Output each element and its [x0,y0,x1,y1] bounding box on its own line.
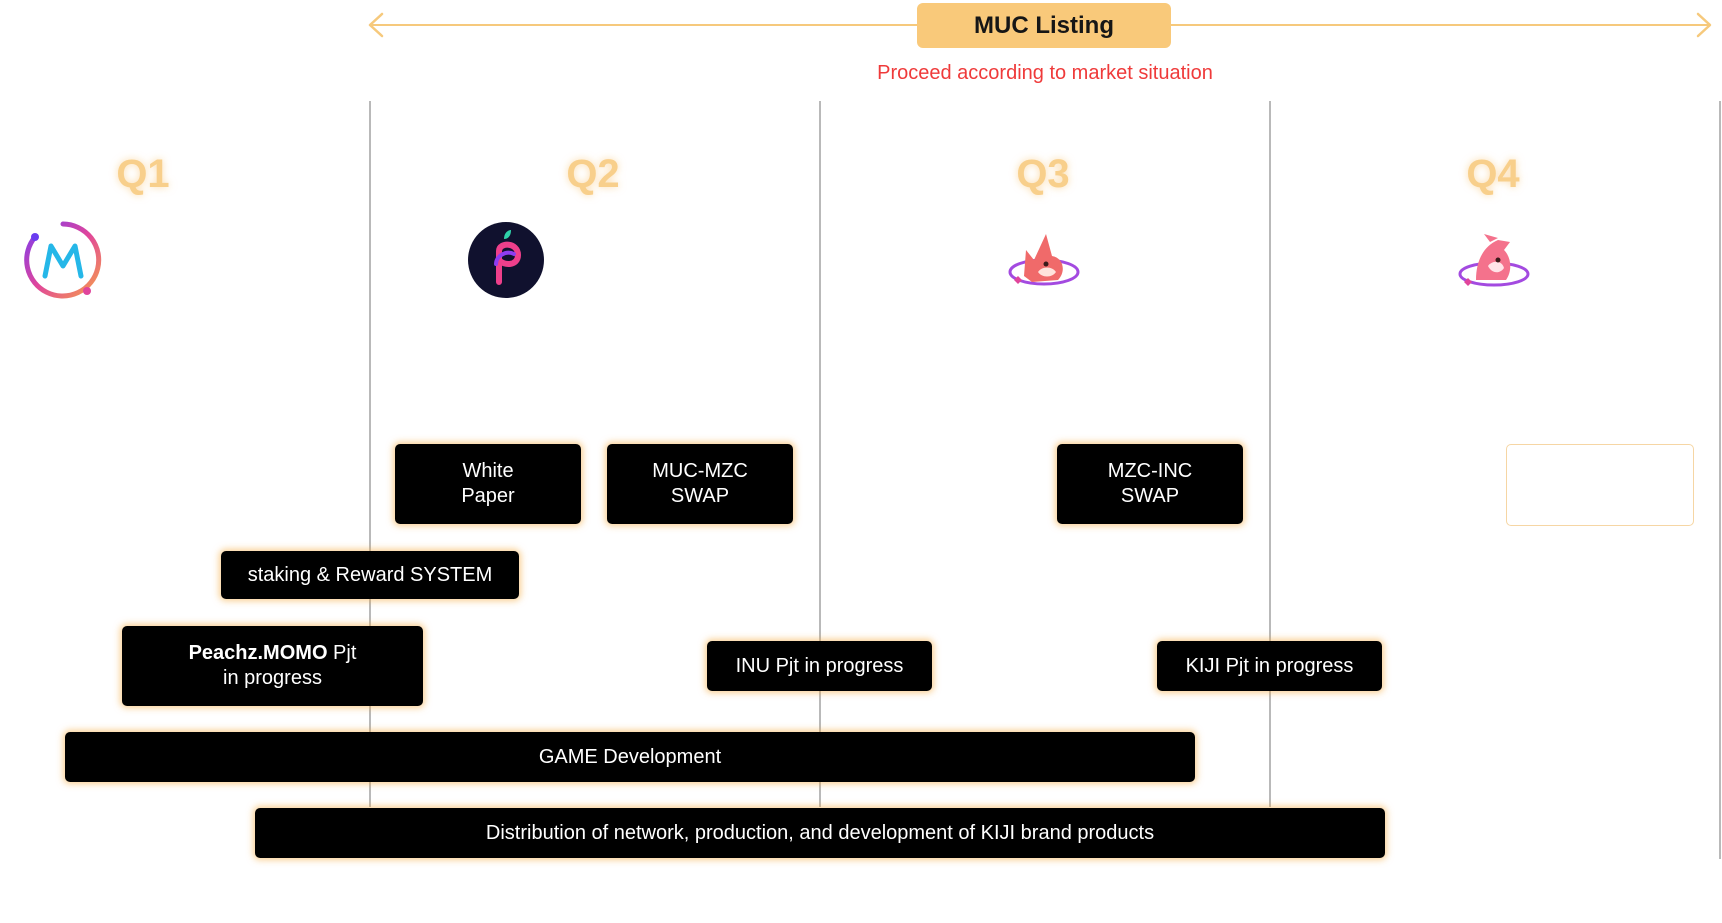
market-notice: Proceed according to market situation [877,62,1213,84]
muc-mzc-swap-line2: SWAP [670,485,730,507]
white-paper-line2: Paper [461,485,515,507]
mzc-inc-swap-milestone: MZC-INC SWAP [1057,444,1243,524]
muc-listing-badge: MUC Listing [917,3,1171,48]
quarter-label-q1: Q1 [116,152,170,196]
quarter-label-q4: Q4 [1466,152,1520,196]
kiji-distribution-bar: Distribution of network, production, and… [255,808,1385,858]
divider-q2-q3 [819,101,821,807]
peachz-momo-bar: Peachz.MOMO Pjt in progress [122,626,423,706]
mzc-inc-swap-line1: MZC-INC [1107,460,1193,482]
peachz-logo [468,222,544,298]
muc-mzc-swap-line1: MUC-MZC [652,460,748,482]
peachz-momo-status: in progress [223,667,322,689]
divider-q1-q2 [369,101,371,807]
q4-empty-milestone [1506,444,1694,526]
muc-coin-logo [24,221,102,299]
kiji-logo [1458,234,1530,287]
white-paper-milestone: White Paper [395,444,581,524]
staking-reward-bar: staking & Reward SYSTEM [221,551,519,599]
divider-q3-q4 [1269,101,1271,807]
white-paper-line1: White [462,460,514,482]
peachz-momo-suffix: Pjt [327,642,357,664]
inu-fox-logo [1008,234,1080,286]
quarter-label-q3: Q3 [1016,152,1070,196]
game-development-bar: GAME Development [65,732,1195,782]
peachz-momo-name: Peachz.MOMO [188,642,328,664]
mzc-inc-swap-line2: SWAP [1120,485,1180,507]
quarter-label-q2: Q2 [566,152,620,196]
divider-q4-end [1719,101,1721,859]
muc-mzc-swap-milestone: MUC-MZC SWAP [607,444,793,524]
kiji-progress-bar: KIJI Pjt in progress [1157,641,1382,691]
inu-progress-bar: INU Pjt in progress [707,641,932,691]
